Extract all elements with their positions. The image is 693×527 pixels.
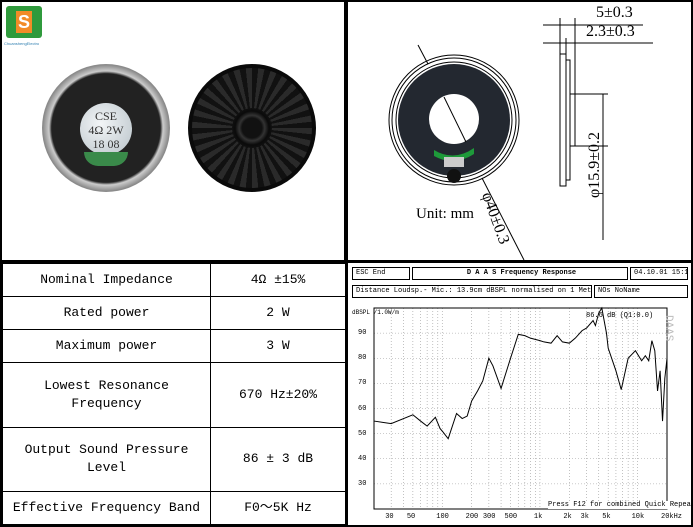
y-tick-label: 40 bbox=[358, 454, 367, 463]
x-tick-label: 3k bbox=[580, 513, 589, 521]
chart-title: D A A S Frequency Response bbox=[412, 267, 628, 280]
x-tick-label: 10k bbox=[631, 513, 645, 521]
unit-label: Unit: mm bbox=[416, 206, 474, 222]
spec-value: 4Ω ±15% bbox=[210, 263, 346, 298]
table-row: Rated power 2 W bbox=[2, 296, 346, 331]
x-tick-label: 1k bbox=[533, 513, 543, 521]
x-tick-label: 2k bbox=[563, 513, 572, 521]
daas-brand: DAAS bbox=[662, 315, 674, 342]
logo-subtitle: ChuanshengElectro bbox=[4, 41, 40, 46]
footer-hint: Press F12 for combined Quick Repeat bbox=[548, 501, 691, 509]
drawing-svg bbox=[388, 18, 653, 260]
product-photo: S ChuanshengElectro CSE 4Ω 2W 18 08 bbox=[0, 0, 346, 262]
y-tick-label: 50 bbox=[358, 429, 367, 438]
company-logo: S bbox=[6, 6, 42, 38]
y-tick-label: 60 bbox=[358, 404, 367, 413]
spec-value: F0～5K Hz bbox=[210, 490, 346, 525]
table-row: Maximum power 3 W bbox=[2, 329, 346, 364]
dimension-drawing: 5±0.3 2.3±0.3 φ15.9±0.2 φ40±0.3 Unit: mm bbox=[346, 0, 693, 262]
terminal-board bbox=[84, 152, 128, 166]
y-tick-label: 70 bbox=[358, 379, 367, 388]
x-tick-label: 300 bbox=[482, 513, 496, 521]
depth-body-dimension: 2.3±0.3 bbox=[586, 23, 635, 40]
frequency-response-chart: ESC End D A A S Frequency Response 04.10… bbox=[346, 261, 693, 527]
distance-info: Distance Loudsp.- Mic.: 13.9cm dBSPL nor… bbox=[352, 285, 592, 298]
spec-label: Effective Frequency Band bbox=[2, 490, 211, 525]
y-axis-label: dBSPL /1.0W/m bbox=[352, 309, 399, 316]
spec-label: Lowest Resonance Frequency bbox=[2, 362, 211, 428]
spec-label: Maximum power bbox=[2, 329, 211, 364]
cursor-readout: 86.6 dB (Q1:0.0) bbox=[586, 312, 654, 320]
y-tick-label: 90 bbox=[358, 329, 367, 338]
x-tick-label: 50 bbox=[406, 513, 416, 521]
depth-total-dimension: 5±0.3 bbox=[596, 4, 633, 21]
x-tick-label: 200 bbox=[465, 513, 479, 521]
x-tick-label: 100 bbox=[436, 513, 449, 521]
side-view bbox=[543, 18, 653, 240]
spec-label: Nominal Impedance bbox=[2, 263, 211, 298]
spec-table: Nominal Impedance 4Ω ±15% Rated power 2 W … bbox=[0, 261, 348, 527]
label-date: 18 08 bbox=[92, 137, 120, 151]
label-rating: 4Ω 2W bbox=[88, 123, 124, 137]
esc-end-button[interactable]: ESC End bbox=[352, 267, 410, 280]
speaker-front-view bbox=[188, 64, 316, 192]
spec-label: Rated power bbox=[2, 296, 211, 331]
spec-value: 670 Hz±20% bbox=[210, 362, 346, 428]
x-tick-label: 500 bbox=[504, 513, 518, 521]
table-row: Effective Frequency Band F0～5K Hz bbox=[2, 490, 346, 525]
spec-label: Output Sound Pressure Level bbox=[2, 426, 211, 492]
spec-value: 86 ± 3 dB bbox=[210, 426, 346, 492]
y-tick-label: 30 bbox=[358, 479, 367, 488]
table-row: Nominal Impedance 4Ω ±15% bbox=[2, 263, 346, 298]
terminal-lead bbox=[447, 169, 461, 183]
plot-frame bbox=[373, 307, 668, 510]
spec-value: 3 W bbox=[210, 329, 346, 364]
x-tick-label: 5k bbox=[602, 513, 611, 521]
magnet-label: CSE 4Ω 2W 18 08 bbox=[80, 103, 132, 155]
measurement-name: NOs NoName bbox=[594, 285, 688, 298]
front-center-hole bbox=[429, 94, 479, 144]
plot-area bbox=[373, 306, 668, 510]
datetime: 04.10.01 15:15 bbox=[630, 267, 688, 280]
table-row: Output Sound Pressure Level 86 ± 3 dB bbox=[2, 426, 346, 492]
spec-value: 2 W bbox=[210, 296, 346, 331]
x-tick-label: 30 bbox=[385, 513, 394, 521]
x-tick-label: 20kHz bbox=[661, 513, 683, 521]
response-curve bbox=[373, 306, 668, 440]
y-tick-label: 80 bbox=[358, 354, 367, 363]
magnet-diameter-dimension: φ15.9±0.2 bbox=[586, 131, 603, 198]
label-brand: CSE bbox=[94, 109, 117, 123]
table-row: Lowest Resonance Frequency 670 Hz±20% bbox=[2, 362, 346, 428]
